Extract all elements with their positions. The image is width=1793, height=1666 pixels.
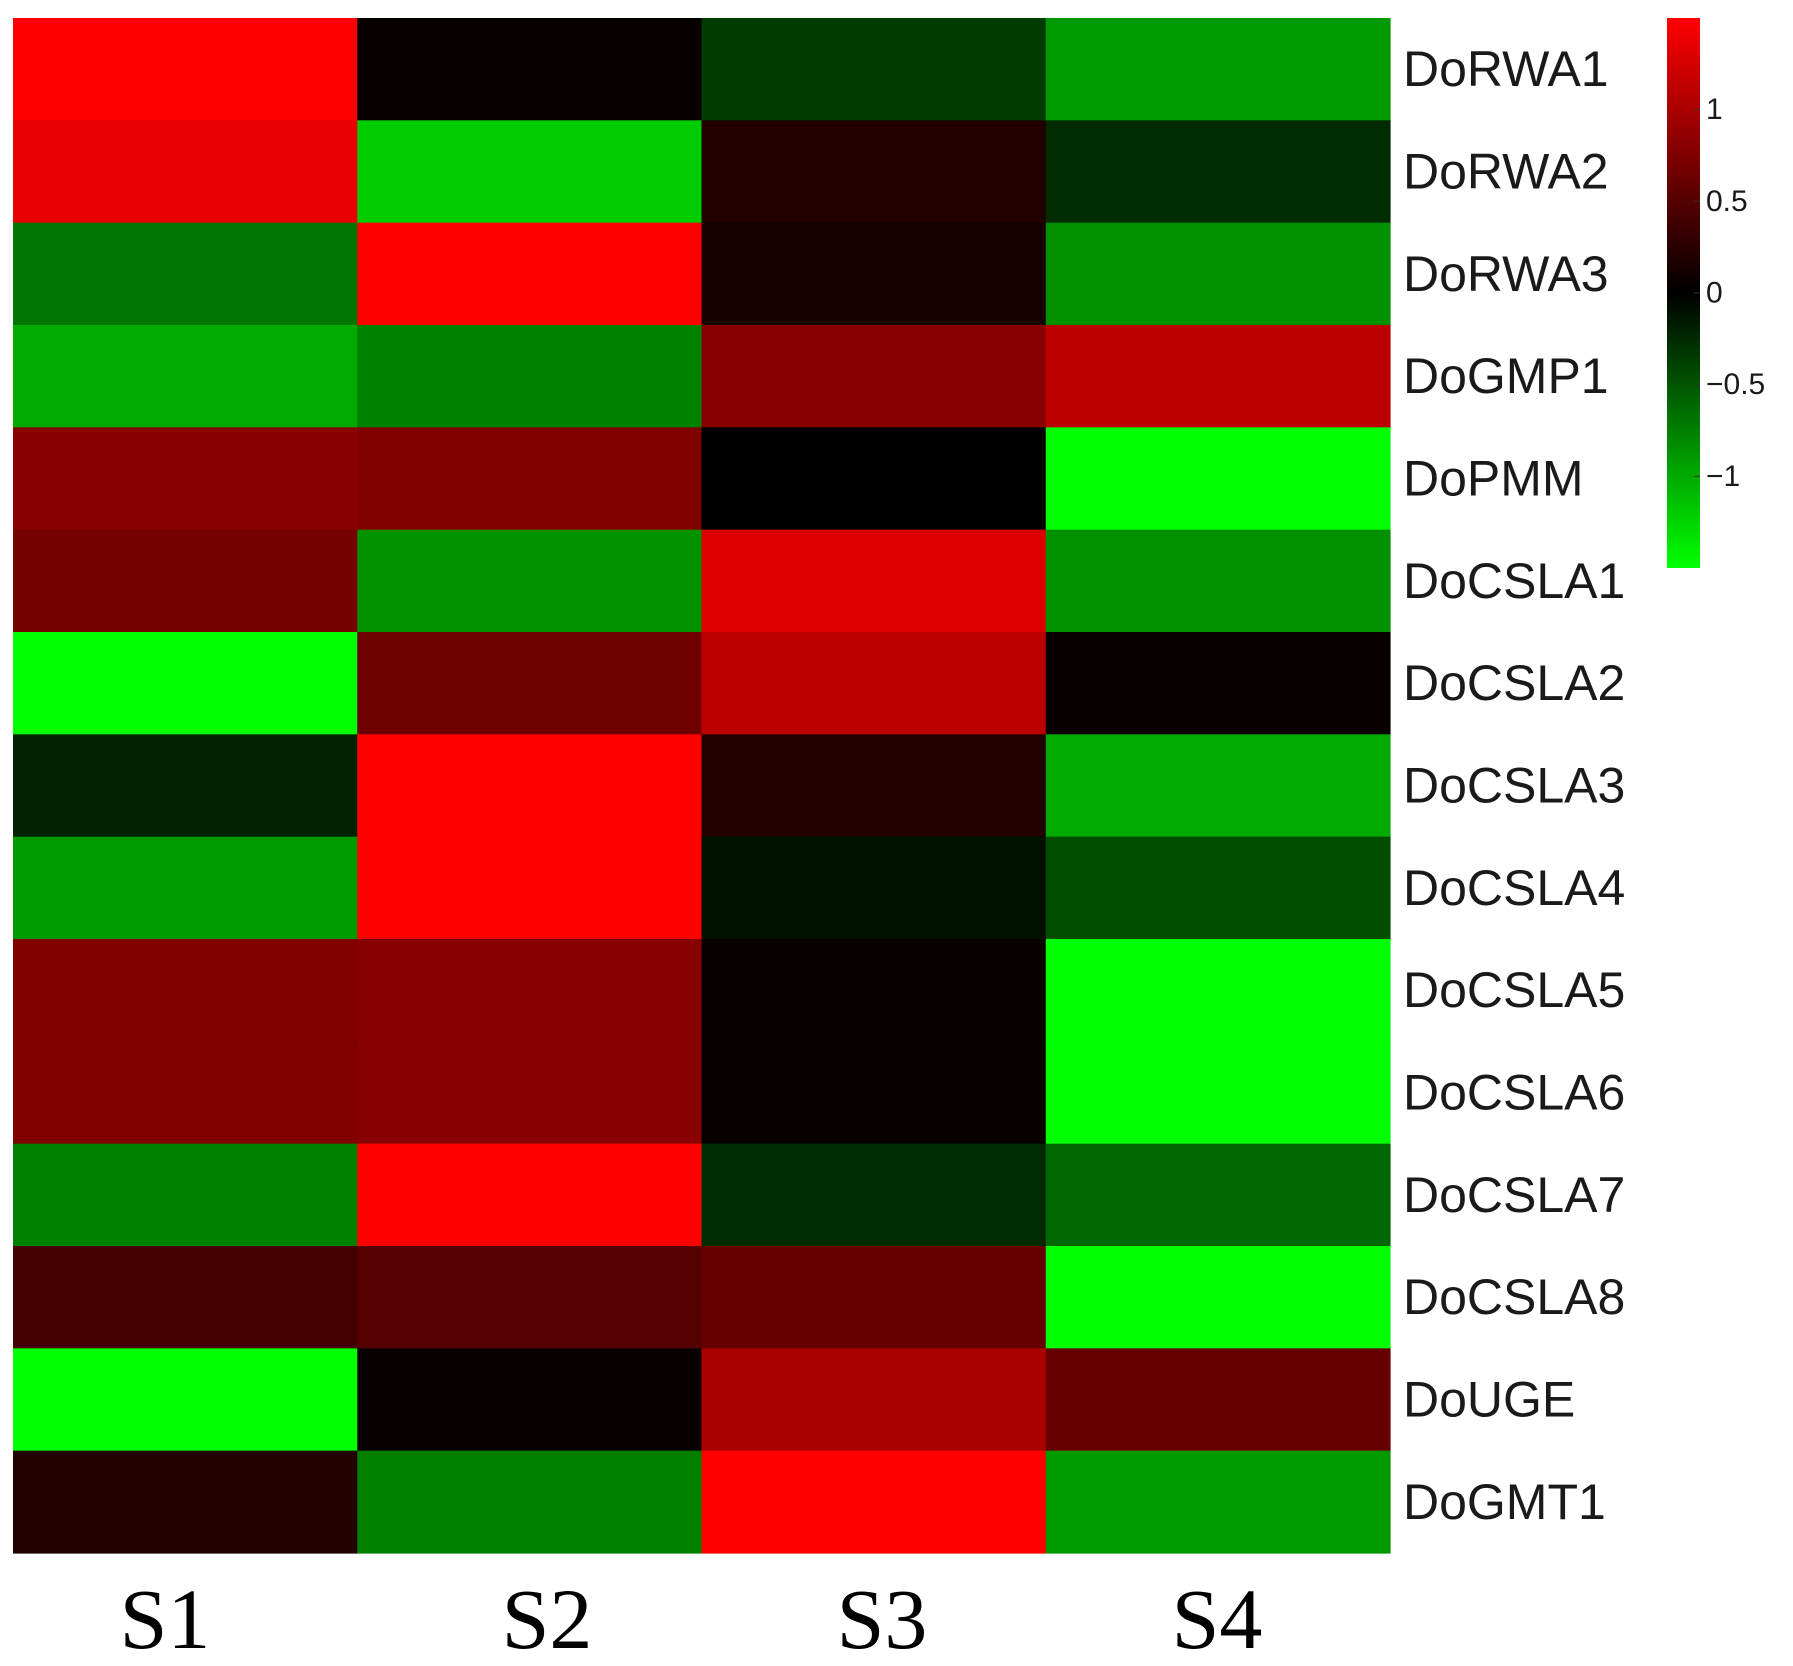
heatmap-cell-DoPMM-S4 — [1045, 427, 1391, 531]
heatmap-cell-DoRWA3-S2 — [357, 222, 703, 326]
heatmap-cell-DoCSLA8-S3 — [701, 1246, 1047, 1349]
heatmap-cell-DoCSLA6-S4 — [1045, 1041, 1391, 1145]
heatmap-cell-DoUGE-S1 — [13, 1348, 358, 1452]
heatmap-cell-DoCSLA5-S3 — [701, 939, 1047, 1042]
heatmap-cell-DoCSLA6-S2 — [357, 1041, 703, 1145]
heatmap-cell-DoCSLA5-S2 — [357, 939, 703, 1042]
row-label: DoCSLA4 — [1403, 860, 1625, 916]
colorbar-tick-label: −0.5 — [1706, 368, 1765, 401]
heatmap-cell-DoCSLA3-S3 — [701, 734, 1047, 838]
heatmap-cell-DoCSLA1-S1 — [13, 529, 358, 633]
heatmap-cell-DoCSLA2-S2 — [357, 632, 703, 735]
heatmap-cell-DoGMT1-S1 — [13, 1450, 358, 1554]
heatmap-cell-DoCSLA2-S1 — [13, 632, 358, 735]
heatmap-cell-DoRWA2-S4 — [1045, 120, 1391, 224]
heatmap-cell-DoPMM-S1 — [13, 427, 358, 531]
heatmap-cell-DoRWA2-S3 — [701, 120, 1047, 224]
column-label: S4 — [1172, 1571, 1263, 1666]
row-label: DoGMT1 — [1403, 1474, 1606, 1530]
heatmap-cell-DoCSLA1-S2 — [357, 529, 703, 633]
column-labels: S1 S2 S3 S4 — [120, 1571, 1263, 1666]
heatmap-cell-DoCSLA8-S2 — [357, 1246, 703, 1349]
heatmap-cell-DoGMP1-S1 — [13, 325, 358, 428]
heatmap-cell-DoCSLA2-S4 — [1045, 632, 1391, 735]
column-label: S3 — [837, 1571, 928, 1666]
heatmap-cell-DoGMT1-S3 — [701, 1450, 1047, 1554]
row-label: DoCSLA3 — [1403, 758, 1625, 814]
heatmap-cell-DoUGE-S3 — [701, 1348, 1047, 1452]
heatmap-cell-DoCSLA1-S3 — [701, 529, 1047, 633]
heatmap-cell-DoGMP1-S4 — [1045, 325, 1391, 428]
heatmap-cell-DoGMT1-S2 — [357, 1450, 703, 1554]
heatmap-cell-DoCSLA4-S4 — [1045, 836, 1391, 940]
heatmap-cell-DoRWA3-S1 — [13, 222, 358, 326]
row-label: DoCSLA2 — [1403, 655, 1625, 711]
row-label: DoGMP1 — [1403, 348, 1609, 404]
heatmap-cell-DoCSLA4-S3 — [701, 836, 1047, 940]
heatmap-cell-DoCSLA4-S2 — [357, 836, 703, 940]
row-label: DoCSLA5 — [1403, 962, 1625, 1018]
row-label: DoRWA1 — [1403, 41, 1609, 97]
heatmap-cell-DoCSLA1-S4 — [1045, 529, 1391, 633]
heatmap-cell-DoCSLA7-S3 — [701, 1143, 1047, 1247]
row-label: DoRWA3 — [1403, 246, 1609, 302]
heatmap-cell-DoCSLA3-S1 — [13, 734, 358, 838]
heatmap-cell-DoRWA3-S3 — [701, 222, 1047, 326]
row-label: DoCSLA6 — [1403, 1065, 1625, 1121]
heatmap-cell-DoCSLA8-S4 — [1045, 1246, 1391, 1349]
heatmap-cell-DoCSLA5-S1 — [13, 939, 358, 1042]
row-labels: DoRWA1 DoRWA2 DoRWA3 DoGMP1 DoPMM DoCSLA1 DoCS… — [1403, 41, 1625, 1530]
heatmap-cell-DoRWA3-S4 — [1045, 222, 1391, 326]
heatmap-cell-DoCSLA8-S1 — [13, 1246, 358, 1349]
colorbar-tick-label: 0.5 — [1706, 185, 1748, 218]
row-label: DoRWA2 — [1403, 144, 1609, 200]
heatmap-cell-DoRWA2-S1 — [13, 120, 358, 224]
row-label: DoUGE — [1403, 1372, 1575, 1428]
heatmap-cell-DoCSLA2-S3 — [701, 632, 1047, 735]
row-label: DoCSLA1 — [1403, 553, 1625, 609]
row-label: DoCSLA8 — [1403, 1269, 1625, 1325]
heatmap-cell-DoGMT1-S4 — [1045, 1450, 1391, 1554]
heatmap-cell-DoUGE-S2 — [357, 1348, 703, 1452]
color-legend: 1 0.5 0 −0.5 −1 — [1667, 18, 1765, 568]
heatmap-cell-DoUGE-S4 — [1045, 1348, 1391, 1452]
heatmap-cell-DoPMM-S2 — [357, 427, 703, 531]
heatmap-cell-DoCSLA6-S3 — [701, 1041, 1047, 1145]
heatmap-cell-DoCSLA4-S1 — [13, 836, 358, 940]
heatmap-cell-DoRWA2-S2 — [357, 120, 703, 224]
heatmap-cell-DoGMP1-S3 — [701, 325, 1047, 428]
row-label: DoCSLA7 — [1403, 1167, 1625, 1223]
row-label: DoPMM — [1403, 451, 1584, 507]
heatmap-cell-DoGMP1-S2 — [357, 325, 703, 428]
colorbar-tick-label: 1 — [1706, 93, 1723, 126]
heatmap-cell-DoCSLA6-S1 — [13, 1041, 358, 1145]
colorbar-ticks: 1 0.5 0 −0.5 −1 — [1694, 93, 1765, 493]
heatmap-cell-DoPMM-S3 — [701, 427, 1047, 531]
colorbar-tick-label: −1 — [1706, 460, 1740, 493]
heatmap-cell-DoRWA1-S1 — [13, 18, 358, 121]
heatmap-cell-DoRWA1-S2 — [357, 18, 703, 121]
heatmap-cell-DoCSLA7-S4 — [1045, 1143, 1391, 1247]
column-label: S2 — [502, 1571, 593, 1666]
heatmap-cell-DoCSLA7-S2 — [357, 1143, 703, 1247]
colorbar-tick-label: 0 — [1706, 277, 1723, 310]
heatmap-cell-DoCSLA3-S4 — [1045, 734, 1391, 838]
heatmap-cells — [13, 18, 1391, 1554]
heatmap-cell-DoCSLA5-S4 — [1045, 939, 1391, 1042]
heatmap-cell-DoRWA1-S4 — [1045, 18, 1391, 121]
heatmap-cell-DoCSLA3-S2 — [357, 734, 703, 838]
column-label: S1 — [120, 1571, 211, 1666]
heatmap-cell-DoCSLA7-S1 — [13, 1143, 358, 1247]
heatmap-cell-DoRWA1-S3 — [701, 18, 1047, 121]
